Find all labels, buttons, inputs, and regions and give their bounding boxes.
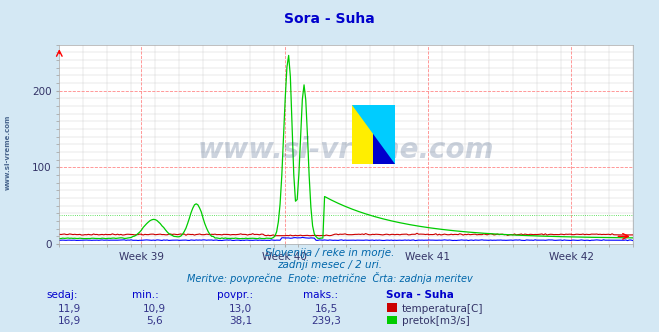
Bar [352, 105, 374, 164]
Text: maks.:: maks.: [303, 290, 338, 300]
Bar [374, 105, 395, 164]
Text: 11,9: 11,9 [57, 304, 81, 314]
Text: 16,9: 16,9 [57, 316, 81, 326]
Text: 13,0: 13,0 [229, 304, 252, 314]
Text: Sora - Suha: Sora - Suha [386, 290, 453, 300]
Text: 239,3: 239,3 [311, 316, 341, 326]
Text: temperatura[C]: temperatura[C] [402, 304, 484, 314]
Polygon shape [352, 105, 395, 164]
Text: 10,9: 10,9 [143, 304, 167, 314]
Text: www.si-vreme.com: www.si-vreme.com [198, 136, 494, 164]
Text: sedaj:: sedaj: [46, 290, 78, 300]
Text: pretok[m3/s]: pretok[m3/s] [402, 316, 470, 326]
Text: Meritve: povprečne  Enote: metrične  Črta: zadnja meritev: Meritve: povprečne Enote: metrične Črta:… [186, 272, 473, 284]
Text: 38,1: 38,1 [229, 316, 252, 326]
Text: www.si-vreme.com: www.si-vreme.com [5, 115, 11, 191]
Text: 16,5: 16,5 [314, 304, 338, 314]
Text: min.:: min.: [132, 290, 159, 300]
Text: povpr.:: povpr.: [217, 290, 254, 300]
Text: Slovenija / reke in morje.: Slovenija / reke in morje. [265, 248, 394, 258]
Text: zadnji mesec / 2 uri.: zadnji mesec / 2 uri. [277, 260, 382, 270]
Text: Sora - Suha: Sora - Suha [284, 12, 375, 26]
Text: 5,6: 5,6 [146, 316, 163, 326]
